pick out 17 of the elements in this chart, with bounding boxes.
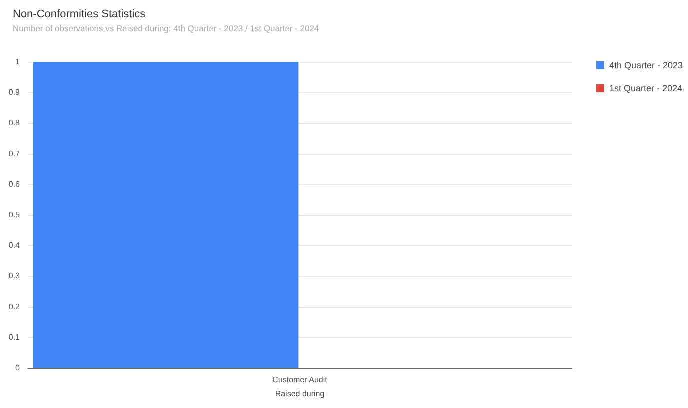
y-tick-label: 0.1 — [8, 332, 21, 342]
y-tick-label: 0.3 — [8, 272, 21, 281]
x-tick-label: Customer Audit — [272, 376, 328, 384]
chart-subtitle: Number of observations vs Raised during: 4th Quarter - 2023 / 1st Quarter - 2024 — [13, 24, 320, 34]
x-axis-title: Raised during — [275, 390, 325, 398]
y-tick-label: 1 — [16, 58, 21, 66]
y-tick-label: 0.9 — [8, 88, 21, 98]
y-tick-label: 0.8 — [8, 118, 21, 128]
y-tick-label: 0 — [16, 364, 21, 372]
chart-title: Non-Conformities Statistics — [13, 8, 146, 20]
y-tick-label: 0.7 — [8, 149, 21, 158]
y-tick-label: 0.2 — [8, 302, 21, 312]
legend-label: 1st Quarter - 2024 — [609, 84, 683, 94]
y-tick-label: 0.5 — [8, 210, 21, 220]
y-tick-label: 0.4 — [8, 241, 21, 250]
legend-label: 4th Quarter - 2023 — [609, 60, 684, 70]
y-tick-label: 0.6 — [8, 180, 21, 189]
